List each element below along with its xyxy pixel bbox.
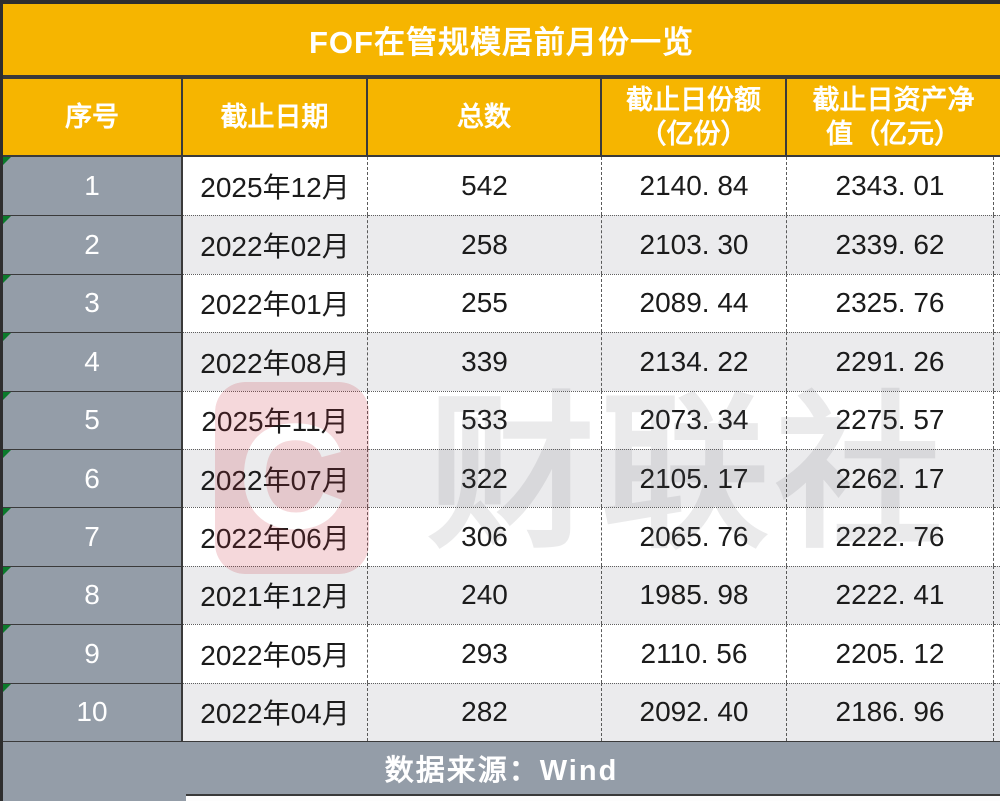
- cell-date: 2021年12月: [183, 565, 368, 625]
- cell-shares: 1985. 98: [602, 565, 787, 625]
- cell-no: 3: [3, 273, 183, 333]
- cell-no: 7: [3, 507, 183, 566]
- table-row: 4 2022年08月 339 2134. 22 2291. 26: [3, 332, 1000, 391]
- cell-nav: 2205. 12: [787, 624, 994, 683]
- cell-nav: 2291. 26: [787, 332, 994, 391]
- cell-shares: 2140. 84: [602, 157, 787, 216]
- table-row: 9 2022年05月 293 2110. 56 2205. 12: [3, 624, 1000, 683]
- table-title-bar: FOF在管规模居前月份一览: [3, 4, 1000, 79]
- cell-date: 2022年05月: [183, 624, 368, 683]
- table-title: FOF在管规模居前月份一览: [309, 25, 694, 60]
- cell-no: 8: [3, 565, 183, 625]
- cell-filler: [994, 157, 1000, 216]
- cell-filler: [994, 390, 1000, 449]
- cell-nav: 2222. 41: [787, 565, 994, 625]
- cell-date: 2022年02月: [183, 215, 368, 274]
- cell-total: 339: [368, 332, 602, 391]
- cell-total: 255: [368, 273, 602, 333]
- cell-total: 240: [368, 565, 602, 625]
- cell-no: 1: [3, 157, 183, 216]
- cell-shares: 2134. 22: [602, 332, 787, 391]
- cell-shares: 2105. 17: [602, 448, 787, 508]
- cell-no: 5: [3, 390, 183, 449]
- cell-no: 4: [3, 332, 183, 391]
- cell-filler: [994, 565, 1000, 625]
- header-col-nav: 截止日资产净 值（亿元）: [812, 85, 975, 149]
- header-col-no: 序号: [3, 79, 183, 155]
- table-row: 5 2025年11月 533 2073. 34 2275. 57: [3, 390, 1000, 449]
- cell-date: 2022年07月: [183, 448, 368, 508]
- cell-nav: 2325. 76: [787, 273, 994, 333]
- cell-corner-marker: [3, 157, 11, 165]
- cell-date: 2022年08月: [183, 332, 368, 391]
- cell-nav: 2262. 17: [787, 448, 994, 508]
- table-row: 7 2022年06月 306 2065. 76 2222. 76: [3, 507, 1000, 566]
- header-col-date: 截止日期: [183, 79, 368, 155]
- cell-no: 2: [3, 215, 183, 274]
- cell-shares: 2073. 34: [602, 390, 787, 449]
- table-row: 1 2025年12月 542 2140. 84 2343. 01: [3, 157, 1000, 216]
- table-row: 6 2022年07月 322 2105. 17 2262. 17: [3, 448, 1000, 508]
- header-col-shares: 截止日份额 （亿份）: [602, 79, 787, 155]
- cell-date: 2022年01月: [183, 273, 368, 333]
- cell-corner-marker: [3, 449, 11, 458]
- cell-filler: [994, 215, 1000, 274]
- cell-no: 9: [3, 624, 183, 683]
- table-header-row: 序号 截止日期 总数 截止日份额 （亿份） 截止日资产净 值（亿元）: [3, 79, 1000, 157]
- cell-corner-marker: [3, 508, 11, 517]
- cell-total: 542: [368, 157, 602, 216]
- cell-filler: [994, 332, 1000, 391]
- cell-shares: 2065. 76: [602, 507, 787, 566]
- cell-filler: [994, 682, 1000, 741]
- cell-total: 282: [368, 682, 602, 741]
- table-row: 3 2022年01月 255 2089. 44 2325. 76: [3, 273, 1000, 333]
- table-row: 2 2022年02月 258 2103. 30 2339. 62: [3, 215, 1000, 274]
- cell-filler: [994, 507, 1000, 566]
- cell-total: 293: [368, 624, 602, 683]
- table-row: 10 2022年04月 282 2092. 40 2186. 96: [3, 682, 1000, 741]
- cell-nav: 2222. 76: [787, 507, 994, 566]
- cell-corner-marker: [3, 274, 11, 283]
- cell-no: 10: [3, 682, 183, 741]
- cell-date: 2022年04月: [183, 682, 368, 741]
- cell-date: 2025年12月: [183, 157, 368, 216]
- header-col-total: 总数: [368, 79, 602, 155]
- cell-no: 6: [3, 448, 183, 508]
- cell-corner-marker: [3, 683, 11, 692]
- cell-shares: 2089. 44: [602, 273, 787, 333]
- cell-corner-marker: [3, 333, 11, 342]
- cell-shares: 2092. 40: [602, 682, 787, 741]
- cell-nav: 2186. 96: [787, 682, 994, 741]
- cell-filler: [994, 624, 1000, 683]
- cell-total: 322: [368, 448, 602, 508]
- cell-corner-marker: [3, 625, 11, 634]
- cell-date: 2025年11月: [183, 390, 368, 449]
- cell-nav: 2339. 62: [787, 215, 994, 274]
- cell-corner-marker: [3, 566, 11, 575]
- cell-total: 258: [368, 215, 602, 274]
- bottom-strip-left: [3, 793, 186, 801]
- cell-total: 306: [368, 507, 602, 566]
- cell-date: 2022年06月: [183, 507, 368, 566]
- cell-shares: 2110. 56: [602, 624, 787, 683]
- cell-shares: 2103. 30: [602, 215, 787, 274]
- cell-total: 533: [368, 390, 602, 449]
- cell-filler: [994, 448, 1000, 508]
- data-source-label: 数据来源：Wind: [384, 754, 619, 787]
- table-row: 8 2021年12月 240 1985. 98 2222. 41: [3, 565, 1000, 625]
- cell-corner-marker: [3, 216, 11, 225]
- cell-corner-marker: [3, 391, 11, 400]
- bottom-strip: [3, 793, 1000, 801]
- cell-nav: 2275. 57: [787, 390, 994, 449]
- cell-filler: [994, 273, 1000, 333]
- cell-nav: 2343. 01: [787, 157, 994, 216]
- bottom-strip-right: [186, 793, 1000, 801]
- table-footer: 数据来源：Wind: [3, 740, 1000, 794]
